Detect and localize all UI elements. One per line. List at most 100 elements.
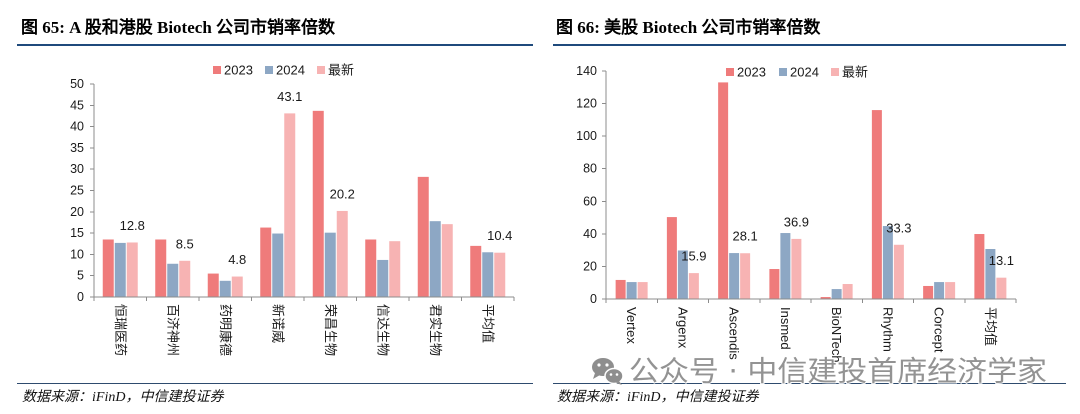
y-tick-label-50: 50 (70, 77, 84, 91)
category-label-2: Argenx (675, 307, 690, 349)
figure-66-title-rule (553, 44, 1066, 46)
bar-2024-2 (677, 250, 688, 299)
bar-2024-6 (377, 259, 389, 297)
bar-2023-5 (312, 110, 324, 297)
bar-latest-1 (126, 242, 138, 297)
y-tick-label-20: 20 (583, 259, 597, 273)
bar-2024-1 (114, 242, 126, 297)
category-label-8: 平均值 (983, 307, 998, 346)
y-tick-label-100: 100 (576, 129, 597, 143)
data-label-latest-3: 4.8 (228, 252, 246, 267)
legend-swatch-latest (831, 68, 839, 76)
bar-2024-4 (272, 233, 284, 297)
bar-2024-3 (729, 253, 740, 299)
bar-2023-3 (718, 82, 729, 300)
bar-2024-5 (831, 289, 842, 299)
category-label-6: Rhythm (880, 307, 895, 352)
legend-swatch-latest (317, 66, 325, 74)
bar-2024-3 (219, 280, 231, 297)
legend: 2023 2024 最新 (726, 65, 868, 80)
y-tick-label-40: 40 (583, 227, 597, 241)
data-label-latest-4: 36.9 (784, 214, 809, 229)
y-tick-label-5: 5 (77, 269, 84, 283)
axes (90, 83, 515, 301)
bar-2023-3 (207, 273, 219, 297)
legend-swatch-2024 (779, 68, 787, 76)
figure-66-footer-rule (553, 383, 1066, 384)
bar-2023-5 (820, 297, 831, 299)
figure-65-bar-chart: 12.8 恒瑞医药 8.5 百济神州 4.8 药明康德 43.1 新诺威 20.2 荣昌生物 信达生… (70, 63, 515, 356)
bar-latest-2 (179, 260, 191, 297)
category-label-5: BioNTech (829, 307, 844, 363)
bar-2024-6 (882, 226, 893, 299)
figure-65-title-rule (17, 44, 533, 46)
y-tick-label-40: 40 (70, 120, 84, 134)
bar-2023-4 (260, 227, 272, 297)
y-tick-label-120: 120 (576, 97, 597, 111)
data-label-latest-4: 43.1 (277, 89, 302, 104)
legend-label-latest: 最新 (328, 63, 354, 78)
bar-latest-5 (842, 284, 853, 299)
figure-65-footer-rule (17, 383, 533, 384)
legend-swatch-2023 (726, 68, 734, 76)
bars (102, 110, 506, 297)
data-label-latest-8: 13.1 (989, 253, 1014, 268)
y-tick-label-15: 15 (70, 226, 84, 240)
wechat-icon-small-tail (616, 381, 622, 385)
figure-65-title: 图 65: A 股和港股 Biotech 公司市销率倍数 (21, 18, 336, 37)
bar-2023-8 (470, 245, 482, 297)
legend-label-2023: 2023 (224, 63, 253, 78)
y-tick-label-0: 0 (77, 290, 84, 304)
category-label-3: Ascendis (727, 307, 742, 360)
bar-2024-4 (780, 233, 791, 299)
y-tick-label-45: 45 (70, 98, 84, 112)
bar-latest-8 (494, 252, 506, 297)
wechat-icon (592, 358, 624, 385)
legend-label-latest: 最新 (842, 65, 868, 80)
bar-2024-8 (482, 252, 494, 297)
bar-2024-8 (985, 249, 996, 299)
bar-2023-1 (615, 279, 626, 299)
data-label-latest-3: 28.1 (732, 229, 757, 244)
figure-66-source-note: 数据来源：iFinD，中信建投证券 (557, 390, 759, 405)
wechat-icon-eye (615, 373, 619, 376)
bar-2024-7 (429, 221, 441, 297)
bar-2023-6 (365, 239, 377, 297)
figure-66-title: 图 66: 美股 Biotech 公司市销率倍数 (556, 18, 821, 37)
wechat-icon-small-bubble (604, 367, 624, 385)
category-label-6: 信达生物 (375, 304, 390, 356)
bar-2023-1 (102, 239, 114, 297)
y-tick-label-140: 140 (576, 64, 597, 78)
bar-2023-4 (769, 269, 780, 299)
category-label-7: 君实生物 (428, 304, 443, 356)
bar-latest-5 (336, 210, 348, 297)
bar-latest-7 (945, 282, 956, 299)
y-tick-label-30: 30 (70, 162, 84, 176)
category-label-5: 荣昌生物 (323, 304, 338, 356)
y-tick-label-25: 25 (70, 184, 84, 198)
figure-66-bar-chart: Vertex 15.9 Argenx 28.1 Ascendis 36.9 Insmed Bi… (576, 64, 1017, 363)
bar-latest-1 (637, 282, 648, 299)
category-label-1: 恒瑞医药 (113, 304, 128, 356)
y-tick-label-60: 60 (583, 194, 597, 208)
y-tick-label-80: 80 (583, 162, 597, 176)
category-label-7: Corcept (932, 307, 947, 353)
bar-latest-7 (441, 224, 453, 297)
legend-swatch-2024 (265, 66, 273, 74)
category-label-4: 新诺威 (270, 304, 285, 343)
data-label-latest-8: 10.4 (487, 228, 512, 243)
bar-latest-6 (389, 241, 401, 297)
bar-latest-8 (996, 277, 1007, 299)
bar-latest-3 (231, 276, 243, 297)
bar-2023-6 (871, 110, 882, 299)
figure-65-source-note: 数据来源：iFinD，中信建投证券 (22, 390, 224, 405)
bar-latest-4 (791, 238, 802, 299)
bar-2024-5 (324, 232, 336, 297)
bars (615, 82, 1007, 300)
bar-2024-2 (167, 263, 179, 297)
category-label-4: Insmed (778, 307, 793, 350)
legend-label-2024: 2024 (276, 63, 305, 78)
bar-latest-2 (688, 273, 699, 299)
wechat-icon-eye (597, 363, 601, 367)
